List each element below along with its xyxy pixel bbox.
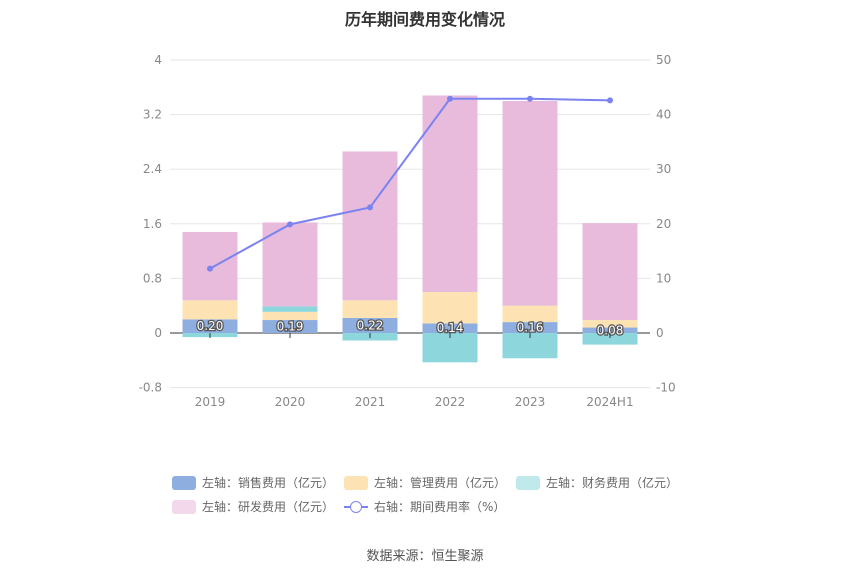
rate-line xyxy=(209,97,611,270)
rate-point xyxy=(447,95,453,102)
bar-admin xyxy=(262,311,318,321)
bar-sales xyxy=(422,323,478,333)
legend-label-sales: 左轴：销售费用（亿元） xyxy=(202,476,335,490)
bar-data-label: 0.22 xyxy=(357,318,384,332)
bar-rnd xyxy=(502,100,558,306)
legend-item-rate[interactable]: 右轴：期间费用率（%） xyxy=(344,498,505,515)
rate-point xyxy=(527,95,533,102)
bar-sales xyxy=(582,327,638,333)
legend-line-icon xyxy=(344,500,368,514)
y-left-tick-label: 2.4 xyxy=(143,162,162,176)
bar-rnd xyxy=(342,151,398,301)
chart-title: 历年期间费用变化情况 xyxy=(344,10,505,29)
bar-data-label: 0.14 xyxy=(437,321,464,335)
rate-point xyxy=(367,204,373,211)
bar-admin xyxy=(502,305,558,323)
rate-point xyxy=(207,265,213,272)
bar-admin xyxy=(342,300,398,318)
bar-finance xyxy=(582,333,638,345)
rate-point xyxy=(607,97,613,104)
legend-item-admin[interactable]: 左轴：管理费用（亿元） xyxy=(344,474,506,491)
y-right-tick-label: 30 xyxy=(656,162,671,176)
bar-sales xyxy=(182,319,238,333)
legend-item-rnd[interactable]: 左轴：研发费用（亿元） xyxy=(172,498,334,515)
y-left-tick-label: 3.2 xyxy=(143,108,162,122)
x-tick-label: 2024H1 xyxy=(586,395,633,409)
y-right-tick-label: 40 xyxy=(656,108,671,122)
legend-swatch-admin xyxy=(344,475,368,490)
legend-label-rnd: 左轴：研发费用（亿元） xyxy=(202,500,335,514)
legend-swatch-finance xyxy=(516,475,540,490)
bar-data-label: 0.20 xyxy=(197,319,224,333)
y-left-tick-label: -0.8 xyxy=(139,381,162,395)
bar-rnd xyxy=(422,95,478,293)
y-right-tick-label: 0 xyxy=(656,326,664,340)
bar-data-label: 0.19 xyxy=(277,320,304,334)
data-source: 数据来源：恒生聚源 xyxy=(366,549,484,564)
bar-admin xyxy=(582,320,638,328)
legend-item-finance[interactable]: 左轴：财务费用（亿元） xyxy=(516,474,678,491)
legend-label-admin: 左轴：管理费用（亿元） xyxy=(374,476,507,490)
bar-finance xyxy=(262,306,318,312)
y-right-tick-label: -10 xyxy=(656,381,676,395)
legend-label-rate: 右轴：期间费用率（%） xyxy=(374,500,506,514)
y-left-tick-label: 0.8 xyxy=(143,271,162,285)
y-right-tick-label: 20 xyxy=(656,217,671,231)
legend-item-sales[interactable]: 左轴：销售费用（亿元） xyxy=(172,474,334,491)
rate-point xyxy=(287,221,293,228)
bar-data-label: 0.16 xyxy=(517,321,544,335)
y-left-tick-label: 0 xyxy=(154,326,162,340)
legend-swatch-rnd xyxy=(172,499,196,514)
y-right-tick-label: 10 xyxy=(656,271,671,285)
legend-swatch-sales xyxy=(172,475,196,490)
bar-sales xyxy=(342,317,398,333)
bar-sales xyxy=(502,322,558,333)
y-left-tick-label: 4 xyxy=(154,53,162,67)
x-tick-label: 2021 xyxy=(355,395,386,409)
x-tick-label: 2019 xyxy=(195,395,226,409)
x-tick-label: 2020 xyxy=(275,395,306,409)
bar-data-label: 0.08 xyxy=(597,323,624,337)
bar-sales xyxy=(262,320,318,333)
bar-admin xyxy=(422,292,478,324)
bar-rnd xyxy=(262,222,318,307)
bar-rnd xyxy=(582,223,638,321)
legend-label-finance: 左轴：财务费用（亿元） xyxy=(546,476,679,490)
bar-admin xyxy=(182,300,238,320)
x-tick-label: 2023 xyxy=(515,395,546,409)
y-right-tick-label: 50 xyxy=(656,53,671,67)
y-left-tick-label: 1.6 xyxy=(143,217,162,231)
x-tick-label: 2022 xyxy=(435,395,466,409)
